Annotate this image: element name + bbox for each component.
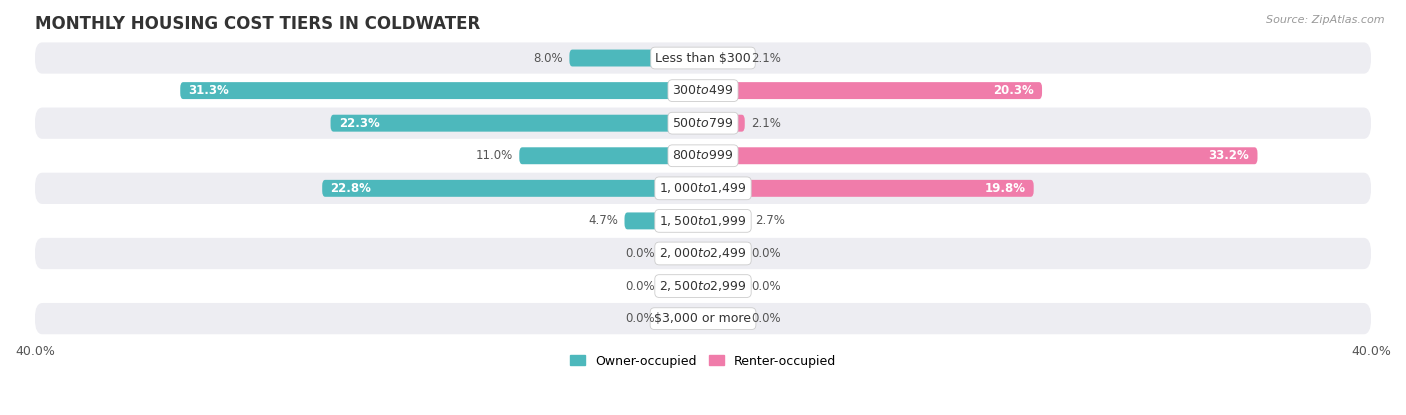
Text: $500 to $799: $500 to $799 xyxy=(672,117,734,129)
Text: 33.2%: 33.2% xyxy=(1208,149,1249,162)
FancyBboxPatch shape xyxy=(35,75,1371,106)
Text: Source: ZipAtlas.com: Source: ZipAtlas.com xyxy=(1267,15,1385,24)
Text: $800 to $999: $800 to $999 xyxy=(672,149,734,162)
Text: 22.8%: 22.8% xyxy=(330,182,371,195)
FancyBboxPatch shape xyxy=(703,49,745,66)
Text: 0.0%: 0.0% xyxy=(751,247,782,260)
Text: $300 to $499: $300 to $499 xyxy=(672,84,734,97)
Text: 0.0%: 0.0% xyxy=(624,247,655,260)
FancyBboxPatch shape xyxy=(330,115,703,132)
FancyBboxPatch shape xyxy=(569,49,703,66)
Text: 31.3%: 31.3% xyxy=(188,84,229,97)
Text: $1,000 to $1,499: $1,000 to $1,499 xyxy=(659,181,747,195)
FancyBboxPatch shape xyxy=(322,180,703,197)
Text: $2,500 to $2,999: $2,500 to $2,999 xyxy=(659,279,747,293)
FancyBboxPatch shape xyxy=(703,147,1257,164)
Text: $3,000 or more: $3,000 or more xyxy=(655,312,751,325)
Text: 0.0%: 0.0% xyxy=(624,280,655,293)
Text: 8.0%: 8.0% xyxy=(533,51,562,64)
Text: 19.8%: 19.8% xyxy=(984,182,1025,195)
Text: 2.7%: 2.7% xyxy=(755,215,785,227)
Text: 2.1%: 2.1% xyxy=(751,51,782,64)
FancyBboxPatch shape xyxy=(661,310,703,327)
FancyBboxPatch shape xyxy=(35,140,1371,171)
FancyBboxPatch shape xyxy=(35,173,1371,204)
Text: 0.0%: 0.0% xyxy=(624,312,655,325)
Text: 11.0%: 11.0% xyxy=(475,149,513,162)
FancyBboxPatch shape xyxy=(703,82,1042,99)
Text: Less than $300: Less than $300 xyxy=(655,51,751,64)
FancyBboxPatch shape xyxy=(519,147,703,164)
Text: MONTHLY HOUSING COST TIERS IN COLDWATER: MONTHLY HOUSING COST TIERS IN COLDWATER xyxy=(35,15,481,33)
FancyBboxPatch shape xyxy=(35,271,1371,302)
FancyBboxPatch shape xyxy=(703,245,745,262)
FancyBboxPatch shape xyxy=(703,310,745,327)
FancyBboxPatch shape xyxy=(35,42,1371,74)
Legend: Owner-occupied, Renter-occupied: Owner-occupied, Renter-occupied xyxy=(565,349,841,373)
FancyBboxPatch shape xyxy=(703,115,745,132)
FancyBboxPatch shape xyxy=(661,245,703,262)
Text: 4.7%: 4.7% xyxy=(588,215,617,227)
FancyBboxPatch shape xyxy=(35,303,1371,334)
FancyBboxPatch shape xyxy=(703,278,745,295)
FancyBboxPatch shape xyxy=(35,238,1371,269)
FancyBboxPatch shape xyxy=(180,82,703,99)
Text: 2.1%: 2.1% xyxy=(751,117,782,129)
FancyBboxPatch shape xyxy=(703,212,748,229)
Text: 0.0%: 0.0% xyxy=(751,280,782,293)
FancyBboxPatch shape xyxy=(35,107,1371,139)
FancyBboxPatch shape xyxy=(661,278,703,295)
Text: $1,500 to $1,999: $1,500 to $1,999 xyxy=(659,214,747,228)
Text: 0.0%: 0.0% xyxy=(751,312,782,325)
FancyBboxPatch shape xyxy=(624,212,703,229)
FancyBboxPatch shape xyxy=(35,205,1371,237)
Text: $2,000 to $2,499: $2,000 to $2,499 xyxy=(659,247,747,261)
Text: 22.3%: 22.3% xyxy=(339,117,380,129)
Text: 20.3%: 20.3% xyxy=(993,84,1033,97)
FancyBboxPatch shape xyxy=(703,180,1033,197)
